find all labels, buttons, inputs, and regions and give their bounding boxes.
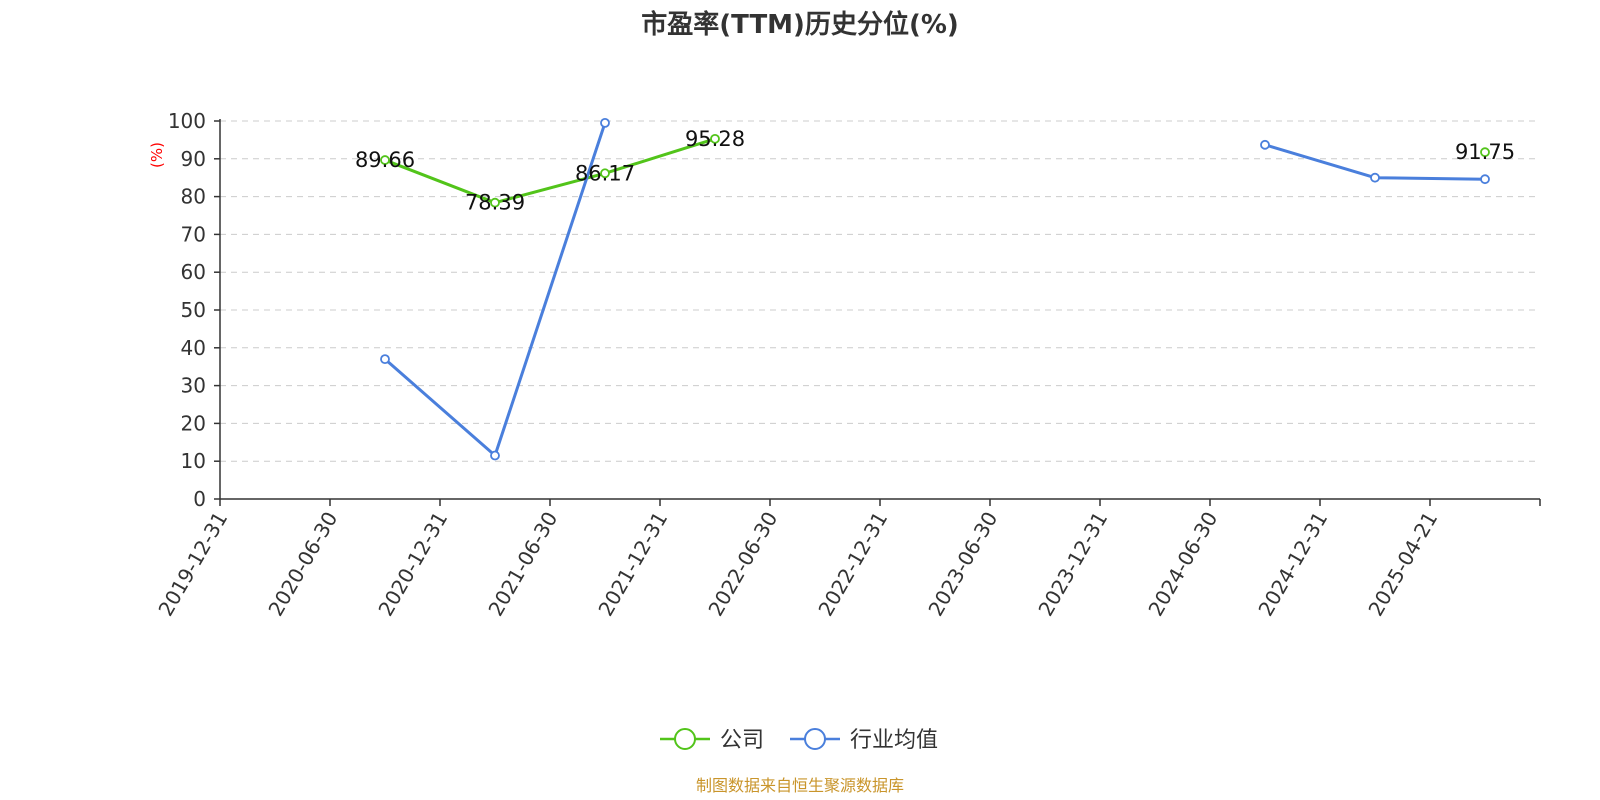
x-tick-label-2023-12-31: 2023-12-31 <box>1033 508 1112 621</box>
x-tick-label-2021-06-30: 2021-06-30 <box>483 508 562 621</box>
x-tick-label-2020-12-31: 2020-12-31 <box>373 508 452 621</box>
point-company-2021-06-30 <box>600 168 610 179</box>
y-axis-tick-labels: 0 10 20 30 40 50 60 70 80 90 100 <box>168 109 206 511</box>
point-industry-2025-04-21 <box>1480 174 1490 185</box>
y-tick-label-50: 50 <box>181 298 206 322</box>
y-tick-label-60: 60 <box>181 260 206 284</box>
legend: 公司 行业均值 <box>660 728 938 753</box>
x-axis-tick-labels: 2019-12-31 2020-06-30 2020-12-31 2021-06-30… <box>153 508 1442 621</box>
series-company <box>380 133 1490 208</box>
data-label-company-2020-12-31: 78.39 <box>465 191 525 215</box>
point-company-2020-12-31 <box>490 197 500 208</box>
x-tick-label-2024-06-30: 2024-06-30 <box>1143 508 1222 621</box>
data-label-company-2020-06-30: 89.66 <box>355 148 415 172</box>
x-tick-label-2021-12-31: 2021-12-31 <box>593 508 672 621</box>
series-industry <box>380 117 1490 461</box>
y-axis-unit-label: (%) <box>148 142 166 168</box>
x-tick-label-2019-12-31: 2019-12-31 <box>153 508 232 621</box>
data-label-company-2025-04-21: 91.75 <box>1455 140 1515 164</box>
y-tick-label-90: 90 <box>181 147 206 171</box>
y-tick-label-0: 0 <box>193 487 206 511</box>
x-tick-label-2020-06-30: 2020-06-30 <box>263 508 342 621</box>
legend-industry-marker <box>804 728 826 750</box>
y-tick-label-40: 40 <box>181 336 206 360</box>
point-industry-2024-12-31 <box>1370 172 1380 183</box>
series <box>380 117 1490 461</box>
x-tick-label-2024-12-31: 2024-12-31 <box>1253 508 1332 621</box>
grid-lines <box>214 120 1540 500</box>
chart-title: 市盈率(TTM)历史分位(%) <box>641 9 959 40</box>
x-tick-label-2023-06-30: 2023-06-30 <box>923 508 1002 621</box>
x-tick-label-2022-12-31: 2022-12-31 <box>813 508 892 621</box>
point-company-2021-12-31 <box>710 133 720 144</box>
y-tick-label-30: 30 <box>181 374 206 398</box>
point-industry-2021-06-30 <box>600 117 610 128</box>
x-tick-label-2022-06-30: 2022-06-30 <box>703 508 782 621</box>
data-labels: 89.66 78.39 86.17 95.28 91.75 <box>355 127 1515 215</box>
y-tick-label-100: 100 <box>168 109 206 133</box>
point-industry-2020-06-30 <box>380 354 390 365</box>
legend-item-company[interactable]: 公司 <box>660 728 764 753</box>
point-industry-2024-06-30 <box>1260 139 1270 150</box>
y-tick-label-10: 10 <box>181 449 206 473</box>
data-label-company-2021-06-30: 86.17 <box>575 161 635 185</box>
y-tick-label-20: 20 <box>181 411 206 435</box>
x-tick-label-2025-04-21: 2025-04-21 <box>1363 508 1442 621</box>
point-industry-2020-12-31 <box>490 450 500 461</box>
y-tick-label-80: 80 <box>181 185 206 209</box>
data-source-note: 制图数据来自恒生聚源数据库 <box>696 776 904 795</box>
legend-company-marker <box>674 728 696 750</box>
y-tick-label-70: 70 <box>181 222 206 246</box>
data-label-company-2021-12-31: 95.28 <box>685 127 745 151</box>
legend-industry-label: 行业均值 <box>850 728 938 753</box>
legend-company-label: 公司 <box>720 728 764 753</box>
point-company-2025-04-21 <box>1480 147 1490 158</box>
legend-item-industry[interactable]: 行业均值 <box>790 728 938 753</box>
series-company-line-0 <box>384 137 716 205</box>
axes <box>219 119 1541 506</box>
point-company-2020-06-30 <box>380 155 390 165</box>
